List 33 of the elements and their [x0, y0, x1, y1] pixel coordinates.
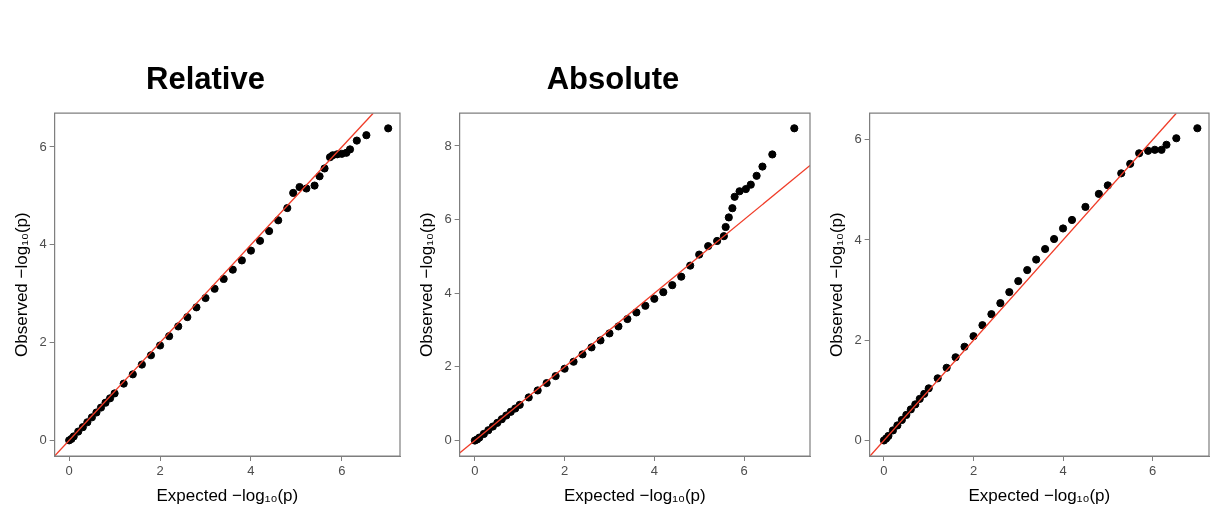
x-tick-label: 4 — [1059, 463, 1067, 479]
y-axis-title: Observed −log₁₀(p) — [416, 212, 436, 357]
y-tick-label: 0 — [39, 431, 47, 447]
y-tick-label: 6 — [854, 131, 862, 147]
x-tick-label: 4 — [650, 463, 658, 479]
chart-title: Absolute — [546, 61, 680, 97]
x-tick-label: 2 — [156, 463, 164, 479]
x-tick-label: 0 — [880, 463, 888, 479]
x-tick-label: 2 — [560, 463, 569, 479]
y-axis-title: Observed −log₁₀(p) — [826, 212, 846, 357]
x-tick-label: 0 — [471, 463, 479, 479]
x-axis-title: Expected −log₁₀(p) — [156, 486, 299, 506]
y-tick-label: 0 — [444, 432, 452, 448]
x-axis-title: Expected −log₁₀(p) — [563, 486, 706, 506]
y-tick-label: 4 — [444, 284, 452, 300]
x-tick-label: 4 — [247, 463, 255, 479]
y-tick-label: 2 — [854, 331, 862, 347]
chart-title: Relative — [146, 61, 265, 97]
x-tick-label: 6 — [1148, 463, 1157, 479]
y-tick-label: 8 — [444, 137, 452, 153]
y-tick-label: 4 — [39, 236, 47, 252]
y-tick-label: 2 — [444, 358, 452, 374]
x-tick-label: 6 — [740, 463, 748, 479]
x-tick-label: 2 — [969, 463, 978, 479]
x-axis-title: Expected −log₁₀(p) — [968, 486, 1111, 506]
x-tick-label: 0 — [65, 463, 73, 479]
x-tick-label: 6 — [338, 463, 346, 479]
y-tick-label: 4 — [854, 231, 862, 247]
y-tick-label: 0 — [854, 432, 862, 448]
y-tick-label: 6 — [39, 138, 47, 154]
y-axis-title: Observed −log₁₀(p) — [11, 212, 31, 357]
y-tick-label: 2 — [39, 334, 47, 350]
y-tick-label: 6 — [444, 211, 452, 227]
